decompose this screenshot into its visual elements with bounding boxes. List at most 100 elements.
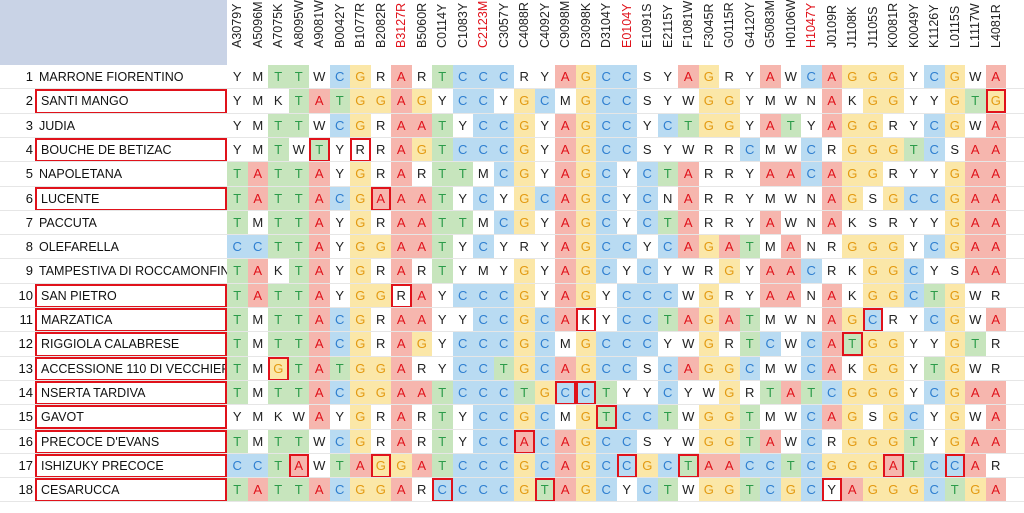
allele-cell: A xyxy=(678,356,699,381)
allele-cell: Y xyxy=(534,162,555,187)
allele-cell: R xyxy=(985,283,1006,308)
allele-cell: G xyxy=(944,405,965,430)
allele-cell: W xyxy=(780,89,801,114)
row-divider xyxy=(0,258,1024,260)
allele-cell: A xyxy=(760,113,781,138)
allele-cell: G xyxy=(862,89,883,114)
allele-cell: W xyxy=(678,89,699,114)
allele-cell: G xyxy=(370,478,391,503)
allele-cell: A xyxy=(391,380,412,405)
allele-cell-highlighted: A xyxy=(370,186,391,211)
row-divider xyxy=(0,282,1024,284)
allele-cell: A xyxy=(555,356,576,381)
allele-cell: R xyxy=(411,478,432,503)
allele-cell: C xyxy=(473,405,494,430)
allele-cell: C xyxy=(596,356,617,381)
column-header: G5083M xyxy=(760,0,781,65)
allele-cell: A xyxy=(760,429,781,454)
allele-cell: A xyxy=(821,356,842,381)
allele-cell: G xyxy=(821,453,842,478)
allele-cell: T xyxy=(227,356,248,381)
allele-cell: C xyxy=(760,478,781,503)
row-divider xyxy=(0,307,1024,308)
allele-cell: G xyxy=(698,65,719,89)
allele-cell: T xyxy=(227,210,248,235)
allele-cell: R xyxy=(719,65,740,89)
allele-cell: C xyxy=(534,429,555,454)
allele-cell: T xyxy=(268,380,289,405)
allele-cell: G xyxy=(862,478,883,503)
column-header-label: F1081W xyxy=(681,0,696,48)
allele-cell-highlighted: G xyxy=(370,453,391,478)
allele-cell: C xyxy=(452,356,473,381)
column-header: H1047Y xyxy=(801,0,822,65)
column-header-label: J1105S xyxy=(865,6,880,48)
cultivar-name: GAVOT xyxy=(35,405,227,430)
allele-cell: C xyxy=(329,478,350,503)
allele-cell: T xyxy=(944,478,965,503)
allele-cell: R xyxy=(411,162,432,187)
allele-cell: M xyxy=(760,186,781,211)
allele-cell: G xyxy=(514,283,535,308)
row-divider xyxy=(0,477,1024,479)
allele-cell: G xyxy=(514,162,535,187)
allele-cell: G xyxy=(883,89,904,114)
row-number: 2 xyxy=(25,93,33,109)
allele-cell: W xyxy=(965,405,986,430)
allele-cell: Y xyxy=(739,259,760,284)
allele-cell: G xyxy=(719,405,740,430)
row-divider xyxy=(0,234,1024,236)
allele-cell: G xyxy=(698,478,719,503)
allele-cell: R xyxy=(370,308,391,332)
allele-cell: G xyxy=(862,235,883,260)
column-header-label: C4088R xyxy=(517,2,532,48)
allele-cell: T xyxy=(227,380,248,405)
allele-cell: G xyxy=(780,478,801,503)
allele-cell: T xyxy=(924,356,945,381)
allele-cell: R xyxy=(719,186,740,211)
allele-cell: C xyxy=(924,137,945,162)
allele-cell: C xyxy=(801,332,822,357)
allele-cell: C xyxy=(637,332,658,357)
allele-cell: Y xyxy=(493,89,514,114)
allele-cell: C xyxy=(534,308,555,332)
allele-cell: M xyxy=(247,89,268,114)
allele-cell: T xyxy=(268,429,289,454)
allele-cell: C xyxy=(493,478,514,503)
allele-cell: G xyxy=(411,137,432,162)
column-header: H0106W xyxy=(781,0,802,65)
allele-cell-highlighted: C xyxy=(944,453,965,478)
allele-cell-highlighted: C xyxy=(616,453,637,478)
column-header: E2115Y xyxy=(658,0,679,65)
allele-cell: T xyxy=(227,308,248,332)
allele-cell: K xyxy=(842,89,863,114)
allele-cell: A xyxy=(411,235,432,260)
allele-cell: K xyxy=(268,405,289,430)
allele-cell: Y xyxy=(903,356,924,381)
column-header: J1108K xyxy=(842,0,863,65)
column-header: D3098K xyxy=(576,0,597,65)
allele-cell: Y xyxy=(493,259,514,284)
allele-cell: C xyxy=(452,89,473,114)
allele-cell: C xyxy=(534,332,555,357)
allele-cell: G xyxy=(350,162,371,187)
allele-cell: Y xyxy=(329,405,350,430)
row-divider xyxy=(0,161,1024,163)
allele-cell: G xyxy=(883,283,904,308)
allele-cell: W xyxy=(780,186,801,211)
allele-cell: G xyxy=(575,113,596,138)
allele-cell: A xyxy=(555,137,576,162)
allele-cell: K xyxy=(842,259,863,284)
allele-cell: T xyxy=(288,259,309,284)
allele-cell: C xyxy=(616,65,637,89)
allele-cell: C xyxy=(493,113,514,138)
allele-cell: C xyxy=(924,308,945,332)
allele-cell: T xyxy=(288,380,309,405)
column-header: G0115R xyxy=(719,0,740,65)
allele-cell: G xyxy=(944,113,965,138)
allele-cell: A xyxy=(760,259,781,284)
allele-cell: W xyxy=(965,356,986,381)
allele-cell: T xyxy=(965,89,986,114)
allele-cell: R xyxy=(411,356,432,381)
allele-cell: C xyxy=(616,137,637,162)
